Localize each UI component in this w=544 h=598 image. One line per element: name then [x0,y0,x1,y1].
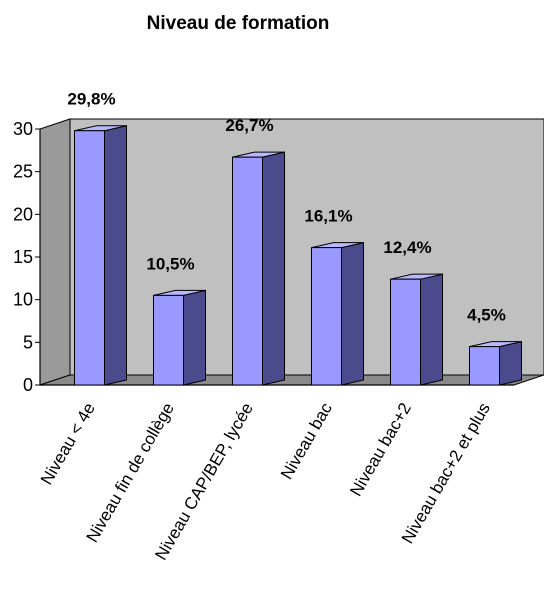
bar [390,273,443,386]
y-tick-label: 0 [23,375,33,395]
data-label: 29,8% [67,90,115,109]
data-label: 12,4% [383,238,431,257]
bar-side [420,273,443,386]
data-label: 4,5% [467,306,506,325]
chart-title: Niveau de formation [147,13,330,34]
data-label: 16,1% [304,207,352,226]
bar-front [153,294,184,386]
category-label: Niveau fin de collège [83,400,178,546]
bar-front [311,247,342,386]
data-label: 26,7% [225,116,273,135]
side-wall [39,118,71,386]
bar-side [104,125,127,386]
category-label: Niveau bac+2 [346,400,415,500]
y-tick-label: 30 [13,119,33,139]
y-tick-label: 25 [13,162,33,182]
bar [469,340,522,386]
y-tick-label: 20 [13,204,33,224]
data-label: 10,5% [146,254,194,273]
bars [74,125,522,386]
y-tick-label: 15 [13,247,33,267]
bar-front [469,346,500,386]
bar-front [390,278,421,386]
data-labels: 29,8% 10,5% 26,7% 16,1% 12,4% 4,5% [67,90,505,325]
bar [232,151,285,386]
bar-front [232,156,263,386]
bar-side [499,340,522,386]
bar-front [74,130,105,386]
category-label: Niveau < 4e [37,400,99,488]
category-label: Niveau bac [277,399,336,483]
bar-side [183,289,206,386]
y-axis: 0 5 10 15 20 25 30 [13,119,514,395]
bar-side [341,241,364,386]
bar [153,289,206,386]
y-tick-label: 5 [23,332,33,352]
bar [74,125,127,386]
back-wall [69,118,544,376]
bar-side [262,151,285,386]
bar [311,241,364,386]
category-label: Niveau bac+2 et plus [398,400,494,547]
y-tick-label: 10 [13,290,33,310]
